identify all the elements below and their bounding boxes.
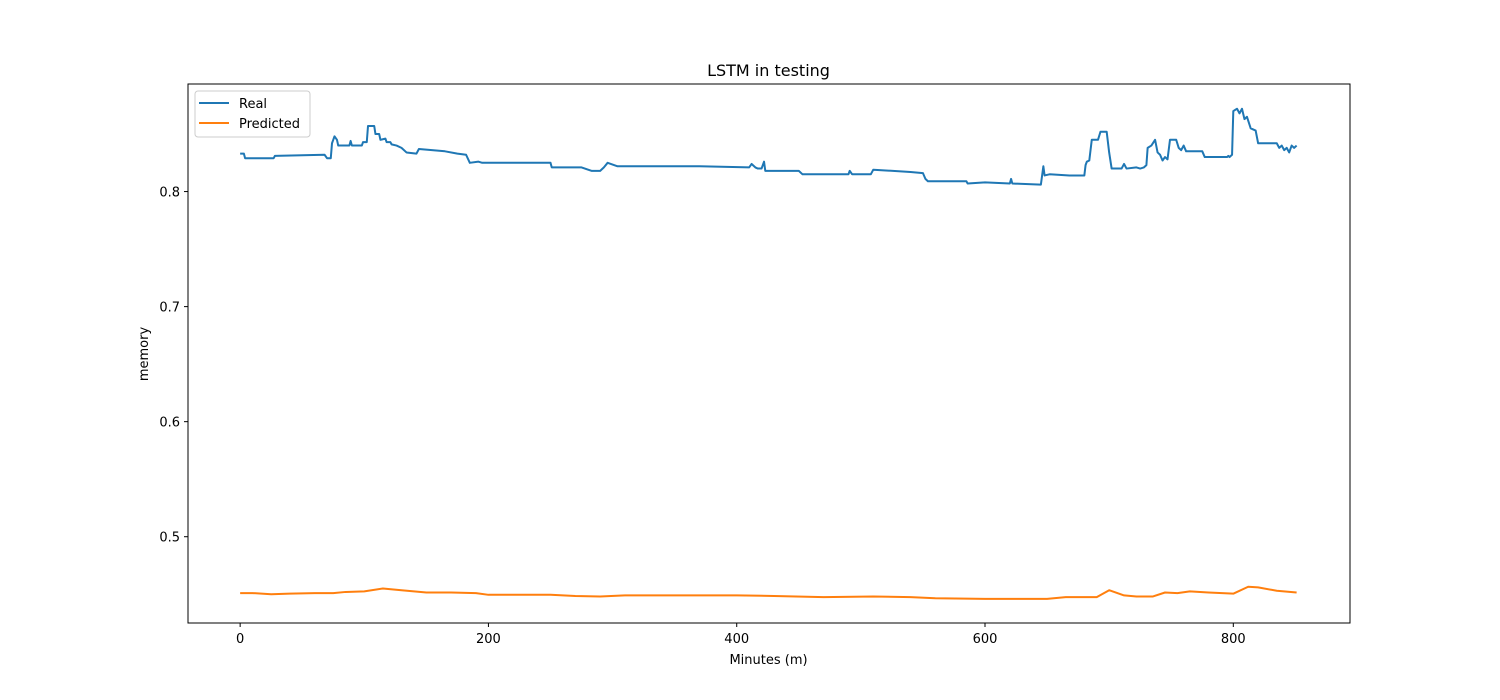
legend: Real Predicted [194,90,311,138]
y-tick-label: 0.6 [159,416,180,431]
plot-area [187,83,1351,624]
series-line-real [240,107,1298,186]
x-axis-label: Minutes (m) [729,653,807,668]
legend-label-real: Real [239,97,267,112]
x-tick-label: 800 [1221,632,1246,647]
y-tick-label: 0.7 [159,301,180,316]
x-axis: 0 200 400 600 800 [236,623,1246,647]
x-tick-label: 600 [973,632,998,647]
series-line-predicted [240,585,1297,600]
x-tick-label: 400 [724,632,749,647]
chart-title: LSTM in testing [707,61,830,80]
y-tick-label: 0.5 [159,531,180,546]
x-tick-label: 0 [236,632,244,647]
y-axis: 0.5 0.6 0.7 0.8 [159,186,188,546]
y-tick-label: 0.8 [159,186,180,201]
plot-frame [187,83,1351,624]
y-axis-label: memory [137,327,152,382]
x-tick-label: 200 [476,632,501,647]
legend-label-predicted: Predicted [239,117,300,132]
